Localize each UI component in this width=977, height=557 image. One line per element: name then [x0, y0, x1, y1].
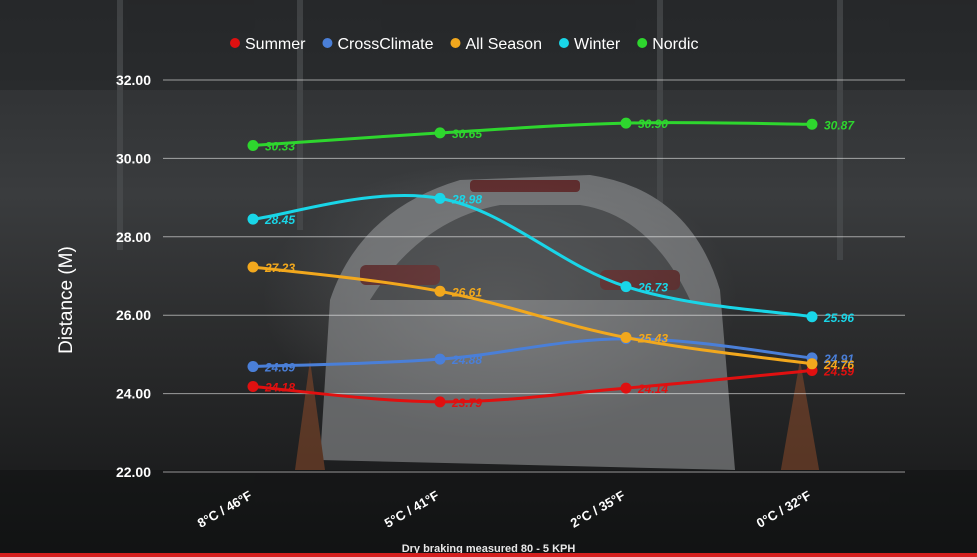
series-line-nordic [252, 121, 813, 147]
data-label-summer: 24.14 [637, 382, 668, 396]
data-label-all-season: 25.43 [637, 332, 668, 346]
legend-marker-crossclimate [322, 38, 333, 48]
data-label-nordic: 30.65 [452, 127, 482, 141]
legend-label-summer: Summer [245, 36, 306, 53]
data-label-nordic: 30.33 [265, 139, 295, 153]
y-tick-label: 32.00 [116, 72, 151, 88]
y-tick-label: 30.00 [116, 150, 151, 166]
chart-footnote: Dry braking measured 80 - 5 KPH [401, 543, 576, 555]
series-line-summer [252, 368, 813, 404]
data-label-winter: 25.96 [823, 311, 854, 325]
data-label-summer: 24.18 [264, 381, 295, 395]
bottom-accent-bar [0, 553, 977, 557]
y-tick-label: 26.00 [116, 307, 151, 323]
data-point-winter[interactable] [620, 281, 632, 293]
data-point-winter[interactable] [806, 311, 818, 323]
legend-marker-all-season [450, 38, 461, 48]
data-point-nordic[interactable] [247, 139, 259, 151]
y-tick-label: 22.00 [116, 464, 151, 480]
legend-marker-summer [230, 38, 240, 48]
legend-label-crossclimate: CrossClimate [337, 36, 433, 53]
data-point-crossclimate[interactable] [247, 361, 259, 373]
data-point-all-season[interactable] [434, 285, 446, 297]
data-point-summer[interactable] [247, 381, 259, 393]
data-label-winter: 28.98 [451, 192, 482, 206]
data-point-summer[interactable] [434, 396, 446, 408]
data-point-all-season[interactable] [806, 358, 818, 370]
data-label-all-season: 26.61 [451, 285, 482, 299]
data-label-crossclimate: 24.69 [264, 361, 295, 375]
series-line-all-season [252, 265, 813, 366]
legend-marker-winter [558, 38, 569, 48]
y-tick-label: 24.00 [116, 386, 151, 402]
data-point-summer[interactable] [620, 382, 632, 394]
series-line-winter [252, 194, 813, 319]
data-point-crossclimate[interactable] [434, 353, 446, 365]
series-line-crossclimate [252, 337, 813, 369]
data-label-crossclimate: 24.91 [823, 352, 854, 366]
legend-label-nordic: Nordic [652, 36, 698, 53]
y-axis-label: Distance (M) [56, 246, 77, 354]
data-point-winter[interactable] [434, 192, 446, 204]
data-label-nordic: 30.90 [638, 117, 668, 131]
data-label-winter: 26.73 [637, 281, 668, 295]
data-point-nordic[interactable] [806, 118, 818, 130]
data-point-all-season[interactable] [620, 332, 632, 344]
data-label-winter: 28.45 [264, 213, 295, 227]
legend-label-all-season: All Season [465, 36, 542, 53]
data-label-nordic: 30.87 [824, 118, 855, 132]
data-point-nordic[interactable] [434, 127, 446, 139]
data-label-crossclimate: 24.88 [451, 353, 482, 367]
y-tick-label: 28.00 [116, 229, 151, 245]
data-label-summer: 23.79 [451, 396, 482, 410]
legend-marker-nordic [637, 38, 648, 48]
data-point-winter[interactable] [247, 213, 259, 225]
data-point-nordic[interactable] [620, 117, 632, 129]
data-point-all-season[interactable] [247, 261, 259, 273]
data-label-all-season: 27.23 [264, 261, 295, 275]
legend-label-winter: Winter [574, 36, 621, 53]
data-label-summer: 24.59 [823, 364, 854, 378]
data-label-all-season: 24.76 [823, 358, 854, 372]
